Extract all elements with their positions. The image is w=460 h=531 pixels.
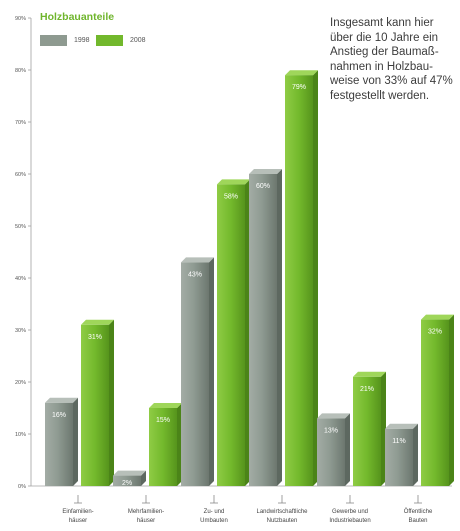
bar-top-2008 [217,179,250,185]
bar-top-2008 [285,70,318,76]
bar-side-2008 [245,179,250,486]
bar-1998 [317,418,345,486]
annotation-line: nahmen in Holzbau- [330,60,433,73]
bar-side-1998 [209,257,214,486]
bar-1998 [181,262,209,486]
y-tick-label: 70% [15,120,26,126]
y-tick-label: 20% [15,380,26,386]
bar-2008 [285,75,313,486]
data-label: 32% [428,329,442,336]
x-tick-label: häuser [69,518,87,524]
y-tick-label: 80% [15,68,26,74]
bar-top-2008 [421,314,454,320]
annotation-line: Insgesamt kann hier [330,17,434,29]
data-label: 11% [392,438,406,445]
bar-top-1998 [113,470,146,476]
y-tick-label: 60% [15,172,26,178]
data-label: 79% [292,84,306,91]
bar-side-1998 [345,413,350,486]
legend-label-1998: 1998 [74,36,90,44]
data-label: 58% [224,193,238,200]
bar-top-1998 [317,413,350,419]
bar-side-2008 [381,371,386,486]
data-label: 43% [188,271,202,278]
bar-top-2008 [149,403,182,408]
bar-top-1998 [385,423,418,429]
x-tick-label: häuser [137,518,155,524]
bar-side-1998 [277,169,282,486]
bar-top-1998 [249,169,282,174]
bar-side-2008 [449,314,454,486]
y-tick-label: 30% [15,328,26,334]
data-label: 16% [52,412,66,419]
x-tick-label: Öffentliche [404,508,433,515]
bar-top-1998 [181,257,214,263]
x-tick-label: Gewerbe und [332,509,368,515]
bar-top-1998 [45,397,78,403]
x-tick-label: Mehrfamilien- [128,509,164,515]
annotation-text: Insgesamt kann hier über die 10 Jahre ei… [330,16,458,103]
legend-label-2008: 2008 [130,36,146,44]
legend-item-2008: 2008 [96,34,146,46]
y-tick-label: 0% [18,484,26,490]
x-tick-label: Bauten [408,518,427,524]
bar-2008 [353,376,381,486]
chart-title: Holzbauanteile [40,11,115,23]
y-tick-label: 40% [15,276,26,282]
bar-side-1998 [73,397,78,486]
data-label: 15% [156,417,170,424]
bar-side-1998 [413,423,418,486]
x-tick-label: Industriebauten [329,518,370,524]
bar-2008 [217,184,245,486]
legend-item-1998: 1998 [40,34,90,46]
bar-side-2008 [177,403,182,486]
bar-2008 [149,408,177,486]
y-tick-label: 90% [15,16,26,22]
x-tick-label: Nutzbauten [267,518,298,524]
bar-2008 [81,324,109,486]
annotation-line: weise von 33% auf 47% [330,75,453,87]
bar-1998 [385,428,413,486]
bar-side-2008 [313,70,318,486]
data-label: 31% [88,334,102,341]
data-label: 13% [324,427,338,434]
bar-top-2008 [353,371,386,377]
bar-2008 [421,319,449,486]
x-tick-label: Landwirtschaftliche [256,509,308,515]
legend-swatch-2008 [96,34,123,46]
bar-1998 [249,174,277,486]
x-tick-label: Einfamilien- [62,509,93,515]
annotation-line: über die 10 Jahre ein [330,31,439,44]
data-label: 21% [360,386,374,393]
legend-swatch-1998 [40,34,67,46]
y-tick-label: 50% [15,224,26,230]
bar-side-1998 [141,470,146,486]
data-label: 60% [256,183,270,190]
bar-1998 [113,475,141,486]
bar-side-2008 [109,319,114,486]
y-tick-label: 10% [15,432,26,438]
annotation-line: Anstieg der Baumaß- [330,46,439,58]
x-tick-label: Umbauten [200,518,228,524]
bar-1998 [45,402,73,486]
data-label: 2% [122,480,132,487]
bar-top-2008 [81,319,114,325]
x-tick-label: Zu- und [204,509,225,515]
annotation-line: festgestellt werden. [330,89,430,102]
